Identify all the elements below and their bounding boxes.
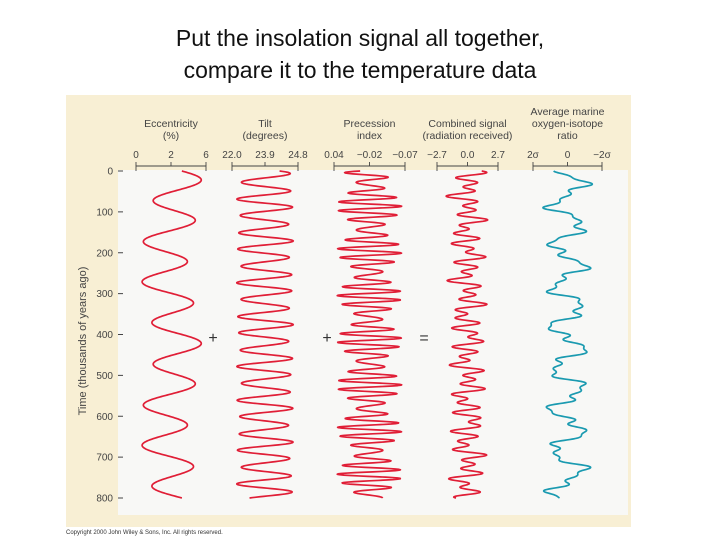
panel-title: ratio [557, 130, 578, 142]
panel-title: Precession [344, 118, 396, 130]
panel-tick-label: −0.07 [392, 150, 418, 161]
panel-title: Tilt [258, 118, 272, 130]
panel-tick-label: 6 [203, 150, 209, 161]
slide-title-line-2: compare it to the temperature data [183, 57, 537, 83]
panel-title: (degrees) [243, 130, 288, 142]
panel-tick-label: 0.04 [324, 150, 344, 161]
panel-tick-label: 0.0 [461, 150, 475, 161]
panel-curve [445, 170, 489, 499]
panel-1: Tilt(degrees)22.0 23.9 24.8 [222, 118, 308, 499]
panel-tick-label: −2σ [593, 150, 611, 161]
panel-tick-label: 2 [168, 150, 174, 161]
panel-tick-label: 24.8 [288, 150, 308, 161]
y-tick-label: 600 [96, 412, 113, 423]
y-tick-label: 500 [96, 371, 113, 382]
y-tick-label: 200 [96, 248, 113, 259]
operator-symbol: + [322, 330, 331, 347]
operator-symbol: + [208, 330, 217, 347]
panel-curve [336, 170, 403, 499]
y-tick-label: 300 [96, 289, 113, 300]
panel-title: Eccentricity [144, 118, 198, 130]
slide-title-line-1: Put the insolation signal all together, [175, 25, 545, 51]
slide-title: Put the insolation signal all together, … [0, 22, 720, 86]
y-axis-label: Time (thousands of years ago) [77, 267, 89, 416]
panel-0: Eccentricity(%) 0 2 6 [133, 118, 209, 499]
panel-tick-label: 22.0 [222, 150, 242, 161]
panel-title: (radiation received) [423, 130, 513, 142]
operator-symbol: = [419, 330, 428, 347]
panel-title: Combined signal [428, 118, 506, 130]
panel-tick-label: 0 [565, 150, 571, 161]
panel-tick-label: 2σ [527, 150, 540, 161]
panel-tick-label: 2.7 [491, 150, 505, 161]
panel-tick-label: −0.02 [357, 150, 383, 161]
y-tick-label: 100 [96, 207, 113, 218]
y-tick-label: 700 [96, 453, 113, 464]
y-axis: 0 100 200 300 400 500 600 700 800 Time (thousands… [77, 167, 123, 505]
panels: Eccentricity(%) 0 2 6 Tilt(degrees)22.0 23.9 2… [133, 106, 612, 499]
panel-title: index [357, 130, 383, 142]
y-tick-label: 800 [96, 494, 113, 505]
panel-curve [141, 170, 203, 499]
panel-title: oxygen-isotope [532, 118, 603, 130]
panel-curve [235, 170, 295, 499]
operators: + + = [208, 330, 428, 347]
panel-3: Combined signal(radiation received) −2.7 0… [423, 118, 513, 499]
panel-tick-label: 0 [133, 150, 139, 161]
y-tick-label: 0 [107, 167, 113, 178]
panel-title: (%) [163, 130, 179, 142]
panel-tick-label: −2.7 [427, 150, 447, 161]
copyright-text: Copyright 2000 John Wiley & Sons, Inc. A… [66, 530, 223, 536]
y-tick-label: 400 [96, 330, 113, 341]
panel-tick-label: 23.9 [255, 150, 275, 161]
panel-title: Average marine [531, 106, 605, 118]
panel-curve [542, 170, 594, 499]
